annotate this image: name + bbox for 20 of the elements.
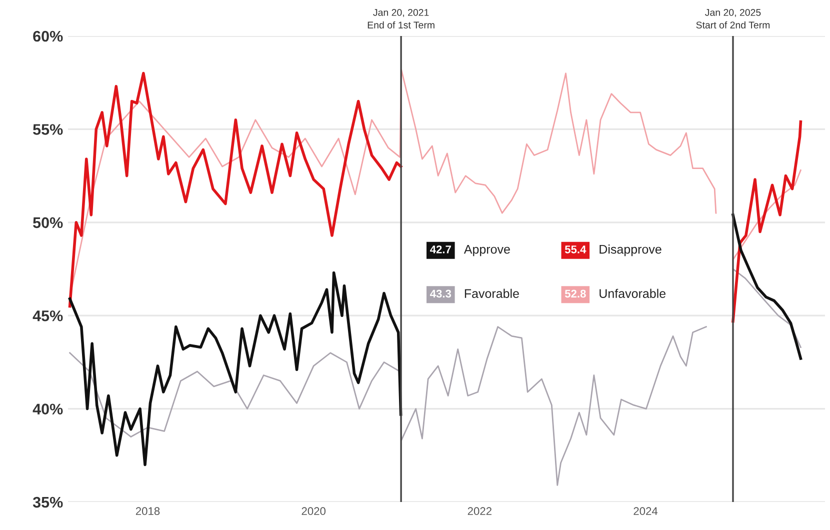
annotation: 55.4 [564,246,586,254]
annotation: 52.8 [564,290,586,298]
y-tick-label: 40% [32,404,63,414]
y-tick-label: 45% [32,310,63,322]
y-tick-label: 60% [33,30,63,42]
legend-label: Favorable [464,288,519,298]
legend-label: Approve [464,244,510,256]
legend-label: Disapprove [600,244,662,256]
y-tick-label: 35% [32,496,63,508]
x-tick-label: 2022 [468,507,492,516]
x-tick-label: 2020 [302,507,326,516]
legend-label: Unfavorable [600,288,666,298]
x-tick-label: 2018 [136,507,160,516]
y-tick-label: 55% [33,124,63,135]
x-tick-label: 2024 [634,507,658,516]
ref-line-label: Jan 20, 2025 Start of 2nd Term [696,9,770,28]
annotation: 43.3 [430,290,452,298]
y-tick-label: 50% [33,217,63,228]
annotation: 42.7 [430,245,451,254]
ref-line-label: Jan 20, 2021 End of 1st Term [368,9,434,28]
